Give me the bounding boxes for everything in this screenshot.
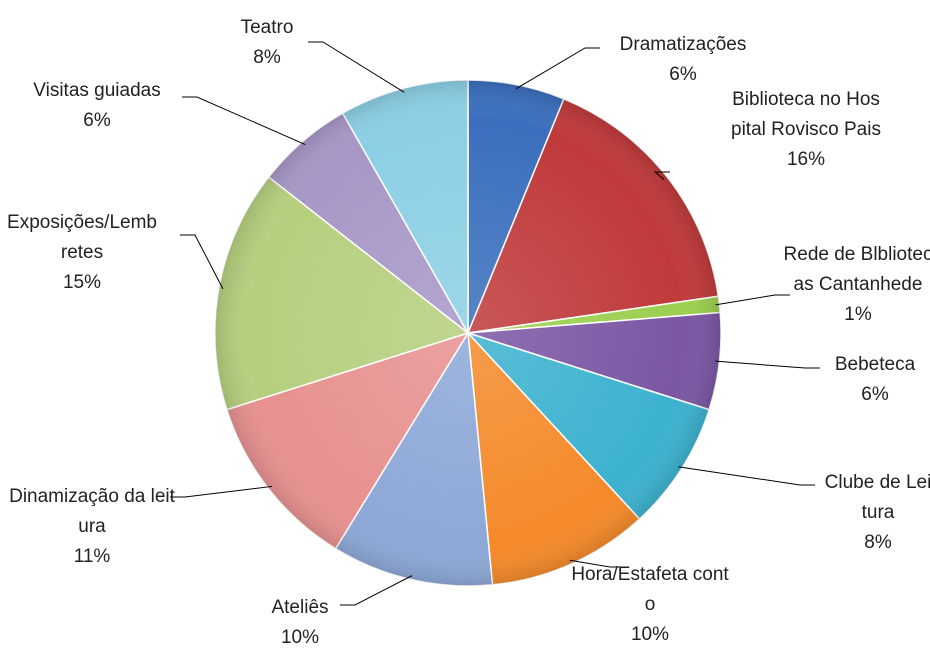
category-label: Clube de Leitura <box>824 472 930 523</box>
slice-label: Dinamização da leitura 11% <box>7 482 177 572</box>
slice-label: Ateliês 10% <box>255 593 345 648</box>
value-label: 15% <box>62 272 102 293</box>
category-label: Ateliês <box>271 597 329 618</box>
leader-line <box>170 485 272 498</box>
leader-line <box>715 294 790 306</box>
leader-line <box>180 234 224 290</box>
category-label: Dramatizações <box>619 34 747 55</box>
slice-label: Hora/Estafeta conto 10% <box>570 560 730 648</box>
value-label: 8% <box>864 532 892 553</box>
category-label: Bebeteca <box>834 354 916 375</box>
slice-label: Visitas guiadas 6% <box>12 76 182 136</box>
category-label: Exposições/Lembretes <box>7 212 157 263</box>
category-label: Visitas guiadas <box>33 80 161 101</box>
leader-line <box>182 96 306 146</box>
slice-label: Dramatizações 6% <box>598 30 768 90</box>
leader-line <box>308 41 405 93</box>
value-label: 1% <box>844 304 872 325</box>
category-label: Teatro <box>240 17 294 38</box>
slice-label: Biblioteca no Hospital Rovisco Pais 16% <box>731 85 881 175</box>
value-label: 6% <box>669 64 697 85</box>
slice-label: Rede de Blbliotecas Cantanhede 1% <box>783 240 930 330</box>
value-label: 10% <box>630 624 670 645</box>
leader-line <box>340 575 413 606</box>
value-label: 8% <box>253 47 281 68</box>
value-label: 6% <box>83 110 111 131</box>
slice-label: Exposições/Lembretes 15% <box>7 208 157 298</box>
value-label: 6% <box>861 384 889 405</box>
value-label: 10% <box>280 627 320 648</box>
leader-line <box>515 47 600 90</box>
category-label: Biblioteca no Hospital Rovisco Pais <box>731 89 881 140</box>
slice-label: Bebeteca 6% <box>820 350 930 410</box>
category-label: Hora/Estafeta conto <box>571 564 729 615</box>
value-label: 16% <box>786 149 826 170</box>
value-label: 11% <box>73 546 111 567</box>
leader-line <box>715 360 820 369</box>
leader-line <box>677 466 815 486</box>
category-label: Rede de Blbliotecas Cantanhede <box>783 244 930 295</box>
category-label: Dinamização da leitura <box>9 486 175 537</box>
slice-label: Teatro 8% <box>227 13 307 73</box>
slice-label: Clube de Leitura 8% <box>823 468 930 558</box>
